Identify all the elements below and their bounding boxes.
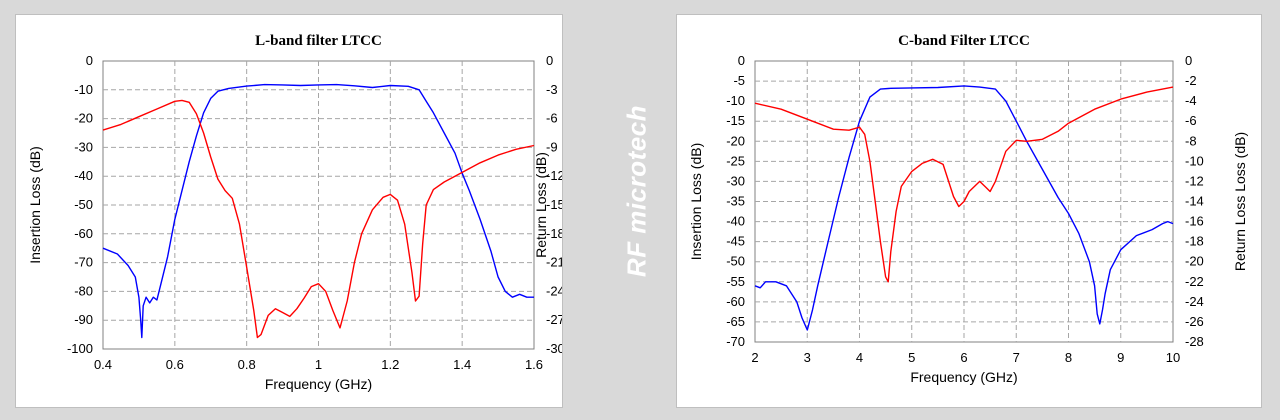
y-left-tick-label: -60	[726, 294, 745, 309]
x-tick-label: 9	[1117, 350, 1124, 365]
chart-svg: 2 3 4 5 6 7 8 9 100-5-10-15-20-25-30-35-40-45-50…	[688, 33, 1248, 385]
y-right-tick-label: -16	[1185, 214, 1204, 229]
y-right-tick-label: 0	[546, 53, 553, 68]
chart-panel-c-band: 2 3 4 5 6 7 8 9 10 0 -5 -10 -15 -20 -25 -30 -35 -40 -45 -50…	[676, 14, 1262, 408]
y-left-tick-label: -35	[726, 194, 745, 209]
y-left-tick-label: -30	[726, 173, 745, 188]
y-left-axis-label: Insertion Loss (dB)	[688, 143, 704, 261]
y-right-tick-label: -30	[546, 341, 562, 356]
x-tick-label: 1.2	[381, 357, 399, 372]
y-left-tick-label: -10	[726, 93, 745, 108]
y-left-tick-label: -65	[726, 314, 745, 329]
y-left-tick-label: -25	[726, 153, 745, 168]
y-left-tick-label: -40	[726, 214, 745, 229]
x-tick-label: 6	[960, 350, 967, 365]
y-left-tick-label: 0	[86, 53, 93, 68]
x-tick-label: 0.8	[238, 357, 256, 372]
y-right-axis-label: Return Loss (dB)	[533, 152, 549, 258]
y-left-tick-label: -30	[74, 139, 93, 154]
y-right-tick-label: -9	[546, 139, 558, 154]
x-tick-label: 8	[1065, 350, 1072, 365]
y-right-tick-label: -6	[1185, 113, 1197, 128]
y-left-tick-label: -80	[74, 283, 93, 298]
insertion-loss-line	[754, 85, 1174, 331]
x-axis-label: Frequency (GHz)	[910, 369, 1017, 385]
y-left-tick-label: -40	[74, 168, 93, 183]
y-right-tick-label: -28	[1185, 334, 1204, 349]
y-left-tick-label: -90	[74, 312, 93, 327]
y-right-tick-label: -18	[546, 226, 562, 241]
y-left-tick-label: -100	[67, 341, 93, 356]
y-right-tick-label: -14	[1185, 194, 1204, 209]
chart-svg: 0.4 0.6 0.8 1 1.2 1.4 1.60-10-20-30-40-50-60-7…	[27, 33, 562, 392]
y-right-tick-label: -20	[1185, 254, 1204, 269]
y-left-tick-label: 0	[738, 53, 745, 68]
return-loss-line	[102, 99, 535, 339]
x-tick-label: 0.4	[94, 357, 112, 372]
x-axis-label: Frequency (GHz)	[265, 376, 372, 392]
y-left-tick-label: -45	[726, 234, 745, 249]
y-left-tick-label: -50	[74, 197, 93, 212]
x-tick-label: 1	[315, 357, 322, 372]
x-tick-label: 2	[751, 350, 758, 365]
y-right-tick-label: -8	[1185, 133, 1197, 148]
y-right-tick-label: -26	[1185, 314, 1204, 329]
return-loss-line	[754, 86, 1174, 283]
x-tick-label: 7	[1013, 350, 1020, 365]
y-right-tick-label: -6	[546, 111, 558, 126]
y-left-tick-label: -55	[726, 274, 745, 289]
y-left-tick-label: -15	[726, 113, 745, 128]
y-right-tick-label: -2	[1185, 73, 1197, 88]
y-right-tick-label: 0	[1185, 53, 1192, 68]
y-right-tick-label: -12	[1185, 173, 1204, 188]
y-left-tick-label: -70	[726, 334, 745, 349]
y-right-tick-label: -4	[1185, 93, 1197, 108]
y-right-tick-label: -3	[546, 82, 558, 97]
y-left-tick-label: -5	[733, 73, 745, 88]
y-right-tick-label: -22	[1185, 274, 1204, 289]
y-right-tick-label: -24	[1185, 294, 1204, 309]
insertion-loss-line	[102, 83, 534, 339]
y-left-axis-label: Insertion Loss (dB)	[27, 146, 43, 264]
y-left-tick-label: -20	[74, 111, 93, 126]
y-right-tick-label: -21	[546, 255, 562, 270]
y-right-tick-label: -12	[546, 168, 562, 183]
x-tick-label: 4	[856, 350, 863, 365]
y-right-tick-label: -18	[1185, 234, 1204, 249]
y-left-tick-label: -50	[726, 254, 745, 269]
y-right-tick-label: -24	[546, 283, 562, 298]
rf-microtech-logo: RF microtech	[612, 96, 662, 286]
y-right-tick-label: -10	[1185, 153, 1204, 168]
x-tick-label: 10	[1166, 350, 1180, 365]
y-left-tick-label: -60	[74, 226, 93, 241]
y-left-tick-label: -70	[74, 255, 93, 270]
x-tick-label: 5	[908, 350, 915, 365]
y-right-tick-label: -27	[546, 312, 562, 327]
x-tick-label: 3	[804, 350, 811, 365]
x-tick-label: 1.4	[453, 357, 471, 372]
y-right-axis-label: Return Loss Loss (dB)	[1232, 132, 1248, 271]
chart-panel-l-band: 0.4 0.6 0.8 1 1.2 1.4 1.6 0 -10 -20 -30 -40 -50 -60 -7…	[15, 14, 563, 408]
chart-title: C-band Filter LTCC	[898, 33, 1030, 49]
chart-title: L-band filter LTCC	[255, 33, 382, 49]
y-left-tick-label: -10	[74, 82, 93, 97]
y-left-tick-label: -20	[726, 133, 745, 148]
x-tick-label: 1.6	[525, 357, 543, 372]
x-tick-label: 0.6	[166, 357, 184, 372]
y-right-tick-label: -15	[546, 197, 562, 212]
logo-text: RF microtech	[621, 104, 652, 278]
